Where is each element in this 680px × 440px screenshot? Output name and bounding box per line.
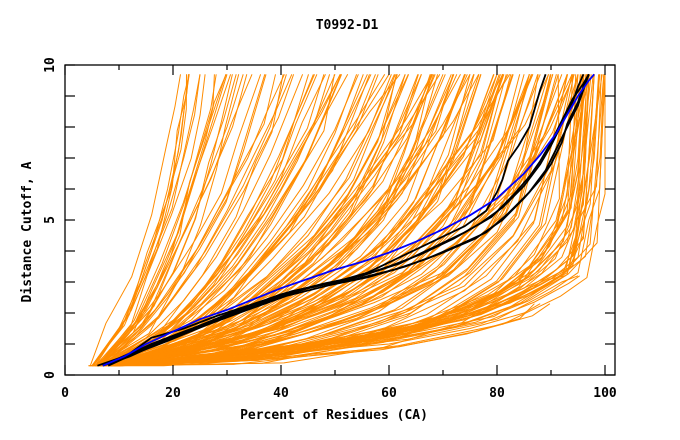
- other-model-curve: [116, 74, 432, 367]
- x-tick-label: 0: [61, 386, 69, 401]
- other-model-curve: [108, 73, 401, 367]
- other-model-curve: [115, 74, 560, 367]
- other-model-curve: [98, 275, 580, 367]
- x-axis-ticks: [64, 65, 606, 375]
- other-model-curve: [108, 74, 503, 367]
- y-tick-label: 10: [43, 57, 58, 73]
- other-model-curve: [118, 74, 574, 367]
- other-model-curve: [115, 74, 419, 367]
- other-model-curve: [109, 74, 584, 367]
- x-tick-label: 60: [381, 386, 397, 401]
- x-axis-tick-labels: 0 20 40 60 80 100: [61, 386, 617, 401]
- other-model-curve: [118, 74, 454, 367]
- other-model-curve: [99, 74, 475, 367]
- other-model-curve: [95, 74, 206, 367]
- group-model-1-curve: [102, 74, 547, 367]
- other-model-curve: [118, 74, 582, 367]
- x-tick-label: 100: [593, 386, 617, 401]
- other-model-curve: [118, 74, 503, 367]
- other-model-curve: [102, 74, 471, 367]
- other-model-curve: [112, 74, 577, 367]
- other-model-curve: [104, 74, 325, 367]
- highlight-model-curves: [102, 73, 595, 367]
- other-model-curve: [110, 74, 581, 367]
- other-model-curve: [97, 74, 406, 367]
- other-model-curve: [113, 74, 563, 367]
- other-model-curve: [115, 74, 584, 367]
- other-model-curve: [98, 74, 396, 367]
- other-model-curve: [116, 74, 592, 367]
- other-model-curve: [91, 74, 201, 367]
- y-axis-ticks: [65, 64, 615, 376]
- other-model-curve: [94, 74, 237, 367]
- other-model-curve: [98, 74, 227, 367]
- x-tick-label: 80: [489, 386, 505, 401]
- x-tick-label: 40: [273, 386, 289, 401]
- other-model-curve: [97, 74, 244, 367]
- other-model-curve: [102, 74, 606, 367]
- y-axis-tick-labels: 0 5 10: [43, 57, 58, 379]
- other-model-curve: [108, 74, 433, 367]
- other-model-curve: [118, 74, 501, 367]
- other-model-curve: [100, 74, 276, 367]
- other-model-curve: [107, 74, 331, 367]
- other-model-curve: [112, 74, 549, 367]
- other-model-curve: [102, 74, 439, 367]
- other-model-curve: [102, 74, 341, 367]
- y-axis-label: Distance Cutoff, A: [20, 161, 35, 302]
- other-model-curve: [113, 74, 552, 367]
- other-model-curve: [116, 74, 569, 367]
- y-tick-label: 5: [43, 216, 58, 224]
- plot-area: [88, 73, 606, 367]
- other-model-curve: [100, 74, 605, 367]
- other-model-curve: [93, 74, 190, 366]
- other-model-curve: [109, 74, 507, 367]
- other-model-curve: [95, 74, 240, 367]
- chart-title: T0992-D1: [316, 18, 379, 33]
- other-model-curve: [89, 74, 181, 366]
- other-model-curve: [118, 74, 466, 367]
- other-model-curve: [115, 74, 468, 367]
- x-axis-label: Percent of Residues (CA): [240, 408, 428, 423]
- other-model-curve: [92, 74, 187, 366]
- other-model-curve: [103, 74, 326, 367]
- other-model-curve: [92, 74, 189, 366]
- other-model-curves: [88, 73, 606, 367]
- highlight-model-curve: [102, 73, 595, 367]
- other-model-curve: [118, 74, 422, 367]
- other-model-curve: [109, 74, 335, 367]
- other-model-curve: [111, 74, 539, 367]
- x-tick-label: 20: [165, 386, 181, 401]
- other-model-curve: [112, 74, 511, 367]
- other-model-curve: [98, 74, 284, 367]
- other-model-curve: [117, 74, 512, 367]
- other-model-curve: [88, 303, 535, 367]
- other-model-curve: [98, 74, 253, 367]
- other-model-curve: [102, 74, 287, 367]
- y-tick-label: 0: [43, 371, 58, 379]
